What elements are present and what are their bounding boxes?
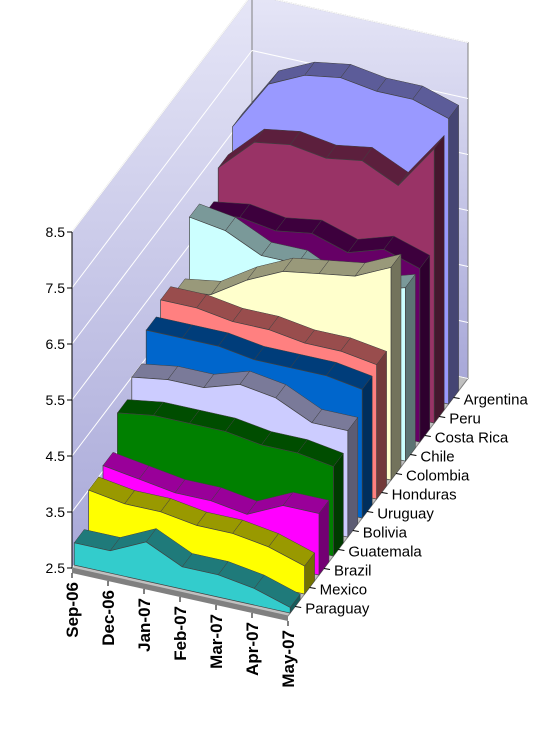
x-tick-label: Apr-07 [243,622,262,676]
y-tick-label: 6.5 [46,336,66,352]
area-side [376,350,387,500]
series-label: Peru [449,411,481,428]
floor-edge [72,568,288,621]
y-tick-label: 2.5 [46,560,66,576]
series-label: Mexico [320,582,368,599]
series-tick [352,530,359,532]
series-tick [424,435,431,437]
area [88,489,305,595]
series-tick [395,473,403,475]
series-label: Colombia [406,468,470,485]
grid-line [71,0,249,233]
area-side [405,273,416,462]
y-tick-label: 3.5 [46,504,66,520]
series-label: Paraguay [305,601,370,618]
series-tick [410,454,417,456]
y-tick-label: 5.5 [46,392,66,408]
area-side [448,104,459,405]
series-tick [338,549,345,551]
series-tick [367,511,374,513]
area-side [361,375,373,519]
grid-line [71,50,253,289]
series-label: Honduras [392,487,457,504]
area-side [318,499,330,576]
series-tick [453,397,460,399]
y-tick-label: 4.5 [46,448,66,464]
x-tick-label: Jan-07 [135,598,154,652]
x-tick-label: Dec-06 [99,590,118,646]
series-label: Guatemala [348,544,422,561]
series-label: Chile [420,449,454,466]
series-label: Costa Rica [435,430,509,447]
grid-line [71,106,253,345]
y-tick-label: 8.5 [46,224,66,240]
series-label: Uruguay [377,506,434,523]
series-tick [295,606,302,608]
area-side [433,134,445,424]
area-side [333,452,344,557]
area-side [347,416,359,538]
series-label: Bolivia [363,525,408,542]
series-tick [323,568,331,570]
area-side [419,254,431,443]
series-tick [381,492,388,494]
series-tick [309,587,316,589]
area [73,541,291,614]
x-tick-label: Mar-07 [207,614,226,669]
series-tick [439,416,446,418]
series-label: Argentina [464,392,529,409]
x-tick-label: May-07 [279,630,298,688]
x-tick-label: Feb-07 [171,606,190,661]
area-side [390,253,402,481]
y-tick-label: 7.5 [46,280,66,296]
series-label: Brazil [334,563,372,580]
x-tick-label: Sep-06 [63,582,82,638]
grid-line [274,0,469,43]
